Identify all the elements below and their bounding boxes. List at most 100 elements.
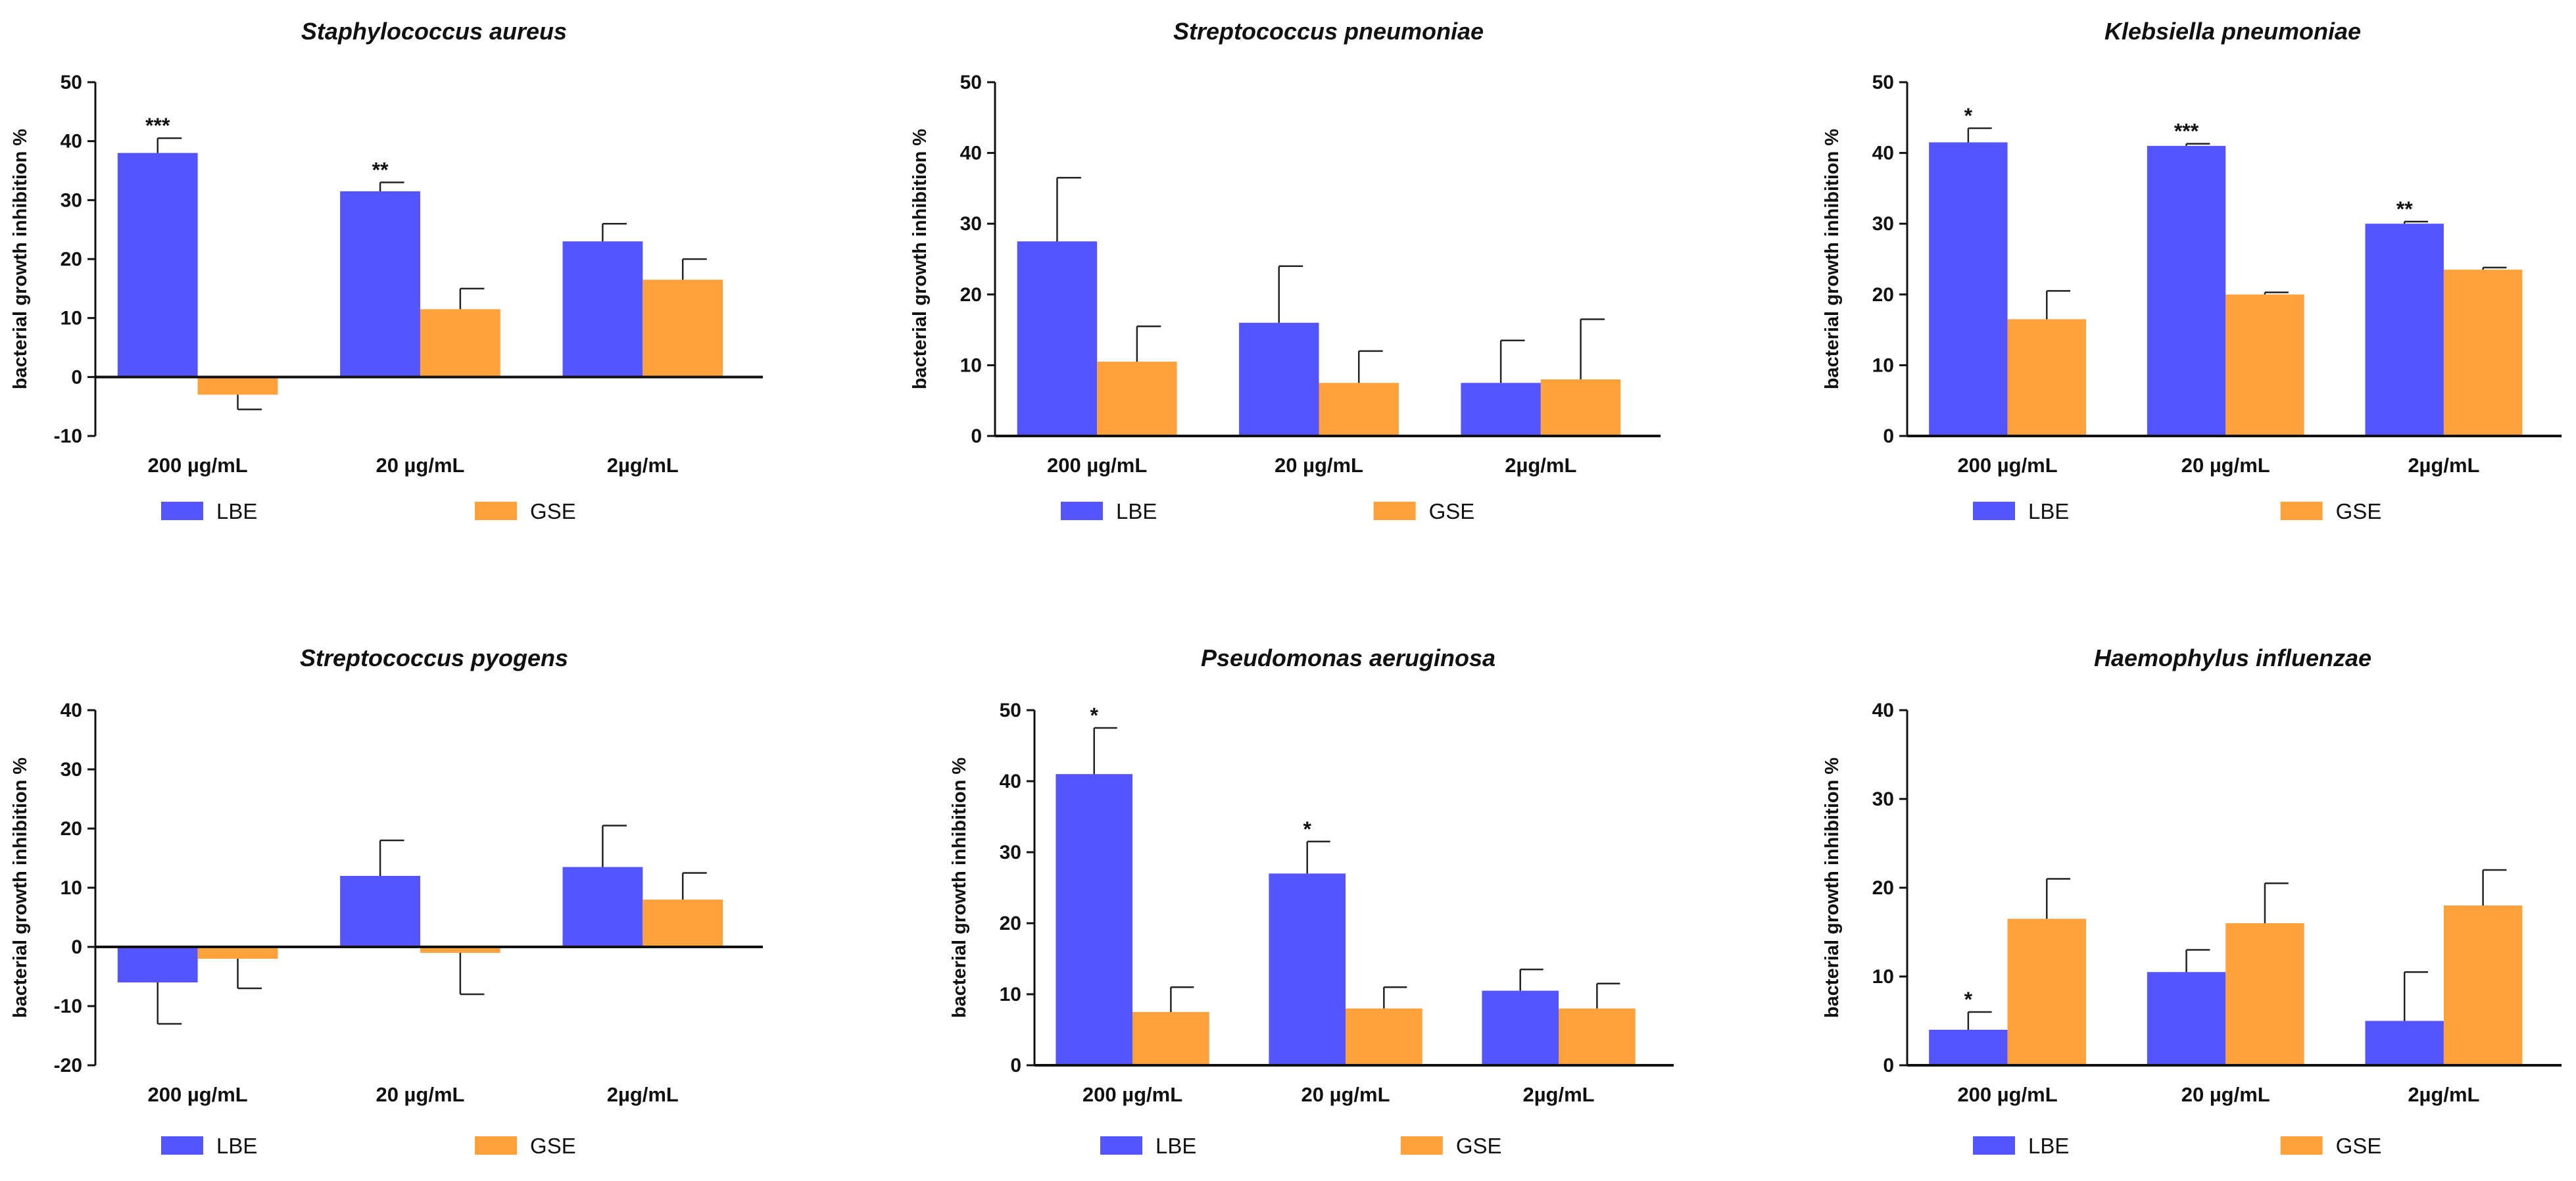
legend-label-gse: GSE <box>2336 499 2382 523</box>
y-axis-label: bacterial growth inhibition % <box>1822 129 1843 390</box>
legend-label-gse: GSE <box>530 499 576 523</box>
y-tick-label: 40 <box>61 700 82 721</box>
y-tick-label: 40 <box>61 131 82 153</box>
x-tick-label: 20 µg/mL <box>2181 454 2270 477</box>
legend-label-gse: GSE <box>1456 1134 1502 1158</box>
legend-label-lbe: LBE <box>216 499 257 523</box>
y-tick-label: 40 <box>1000 771 1021 792</box>
bar-lbe <box>2365 1021 2444 1065</box>
bar-lbe <box>2147 972 2226 1065</box>
significance-label: ** <box>372 158 389 181</box>
y-tick-label: -20 <box>54 1055 82 1076</box>
legend-label-lbe: LBE <box>1116 499 1157 523</box>
significance-label: * <box>1090 704 1098 727</box>
x-tick-label: 20 µg/mL <box>2181 1083 2270 1106</box>
y-tick-label: 20 <box>61 818 82 840</box>
y-tick-label: 20 <box>1000 913 1021 934</box>
y-tick-label: 40 <box>960 143 982 164</box>
y-tick-label: 20 <box>1872 284 1894 306</box>
y-tick-label: 50 <box>960 72 982 93</box>
bar-lbe <box>1929 142 2008 436</box>
x-tick-label: 200 µg/mL <box>148 1083 248 1106</box>
y-axis-label: bacterial growth inhibition % <box>10 129 31 390</box>
bar-gse <box>643 900 723 947</box>
legend-swatch-lbe <box>1100 1136 1142 1155</box>
legend-label-gse: GSE <box>2336 1134 2382 1158</box>
bar-gse <box>2007 919 2086 1065</box>
bar-lbe <box>117 947 198 982</box>
bar-gse <box>1132 1012 1209 1065</box>
legend-swatch-lbe <box>1061 502 1103 520</box>
bar-gse <box>420 309 500 377</box>
bar-lbe <box>1017 241 1098 436</box>
legend-swatch-lbe <box>161 502 203 520</box>
significance-label: * <box>1303 817 1311 841</box>
legend-label-lbe: LBE <box>2028 499 2069 523</box>
bar-gse <box>643 279 723 377</box>
bar-lbe <box>1929 1030 2008 1065</box>
y-tick-label: 50 <box>61 72 82 93</box>
significance-label: *** <box>2174 120 2199 143</box>
x-tick-label: 200 µg/mL <box>1082 1083 1182 1106</box>
legend-label-lbe: LBE <box>1155 1134 1196 1158</box>
chart-title: Streptococcus pneumoniae <box>1173 18 1484 45</box>
bar-lbe <box>2365 224 2444 436</box>
bar-gse <box>2443 270 2523 436</box>
y-tick-label: 30 <box>960 213 982 235</box>
y-tick-label: 10 <box>61 308 82 329</box>
legend-swatch-lbe <box>1973 1136 2015 1155</box>
bar-gse <box>2225 294 2304 436</box>
legend-label-gse: GSE <box>530 1134 576 1158</box>
x-tick-label: 20 µg/mL <box>1275 454 1363 477</box>
y-tick-label: 30 <box>1872 788 1894 810</box>
bar-lbe <box>1482 990 1559 1065</box>
chart-title: Haemophylus influenzae <box>2094 644 2371 671</box>
legend-label-lbe: LBE <box>216 1134 257 1158</box>
y-tick-label: 30 <box>1000 842 1021 863</box>
y-tick-label: 0 <box>71 936 82 958</box>
bar-gse <box>1346 1008 1422 1065</box>
bar-gse <box>1319 383 1399 436</box>
y-tick-label: 10 <box>1000 984 1021 1005</box>
x-tick-label: 200 µg/mL <box>1047 454 1147 477</box>
chart-panel: Staphylococcus aureus bacterial growth in… <box>10 18 763 523</box>
y-tick-label: 0 <box>1010 1055 1021 1076</box>
y-axis-label: bacterial growth inhibition % <box>949 758 970 1019</box>
legend-swatch-gse <box>2280 1136 2323 1155</box>
legend-swatch-gse <box>1400 1136 1443 1155</box>
y-tick-label: 50 <box>1000 700 1021 721</box>
y-tick-label: -10 <box>54 996 82 1017</box>
legend-label-gse: GSE <box>1429 499 1475 523</box>
x-tick-label: 20 µg/mL <box>1301 1083 1390 1106</box>
y-tick-label: 30 <box>61 189 82 211</box>
legend-swatch-lbe <box>1973 502 2015 520</box>
significance-label: * <box>1964 104 1973 128</box>
y-tick-label: -10 <box>54 425 82 447</box>
chart-title: Streptococcus pyogens <box>300 644 568 671</box>
y-axis-label: bacterial growth inhibition % <box>1822 758 1843 1019</box>
bar-lbe <box>340 191 420 377</box>
x-tick-label: 200 µg/mL <box>1957 1083 2057 1106</box>
x-tick-label: 20 µg/mL <box>376 454 464 477</box>
y-tick-label: 30 <box>1872 213 1894 235</box>
y-tick-label: 10 <box>61 877 82 899</box>
y-tick-label: 50 <box>1872 72 1894 93</box>
x-tick-label: 2µg/mL <box>607 1083 679 1106</box>
y-tick-label: 0 <box>71 366 82 388</box>
y-tick-label: 10 <box>1872 966 1894 988</box>
bar-lbe <box>1239 322 1319 436</box>
bar-gse <box>2007 319 2086 436</box>
legend-swatch-gse <box>1373 502 1416 520</box>
bar-gse <box>1540 379 1621 436</box>
y-tick-label: 20 <box>1872 877 1894 899</box>
significance-label: ** <box>2396 197 2413 221</box>
bar-gse <box>2225 923 2304 1065</box>
x-tick-label: 2µg/mL <box>2408 454 2479 477</box>
y-tick-label: 0 <box>1883 1055 1894 1076</box>
y-tick-label: 30 <box>61 759 82 781</box>
legend-label-lbe: LBE <box>2028 1134 2069 1158</box>
y-tick-label: 40 <box>1872 143 1894 164</box>
bar-lbe <box>340 876 420 947</box>
y-axis-label: bacterial growth inhibition % <box>910 129 931 390</box>
